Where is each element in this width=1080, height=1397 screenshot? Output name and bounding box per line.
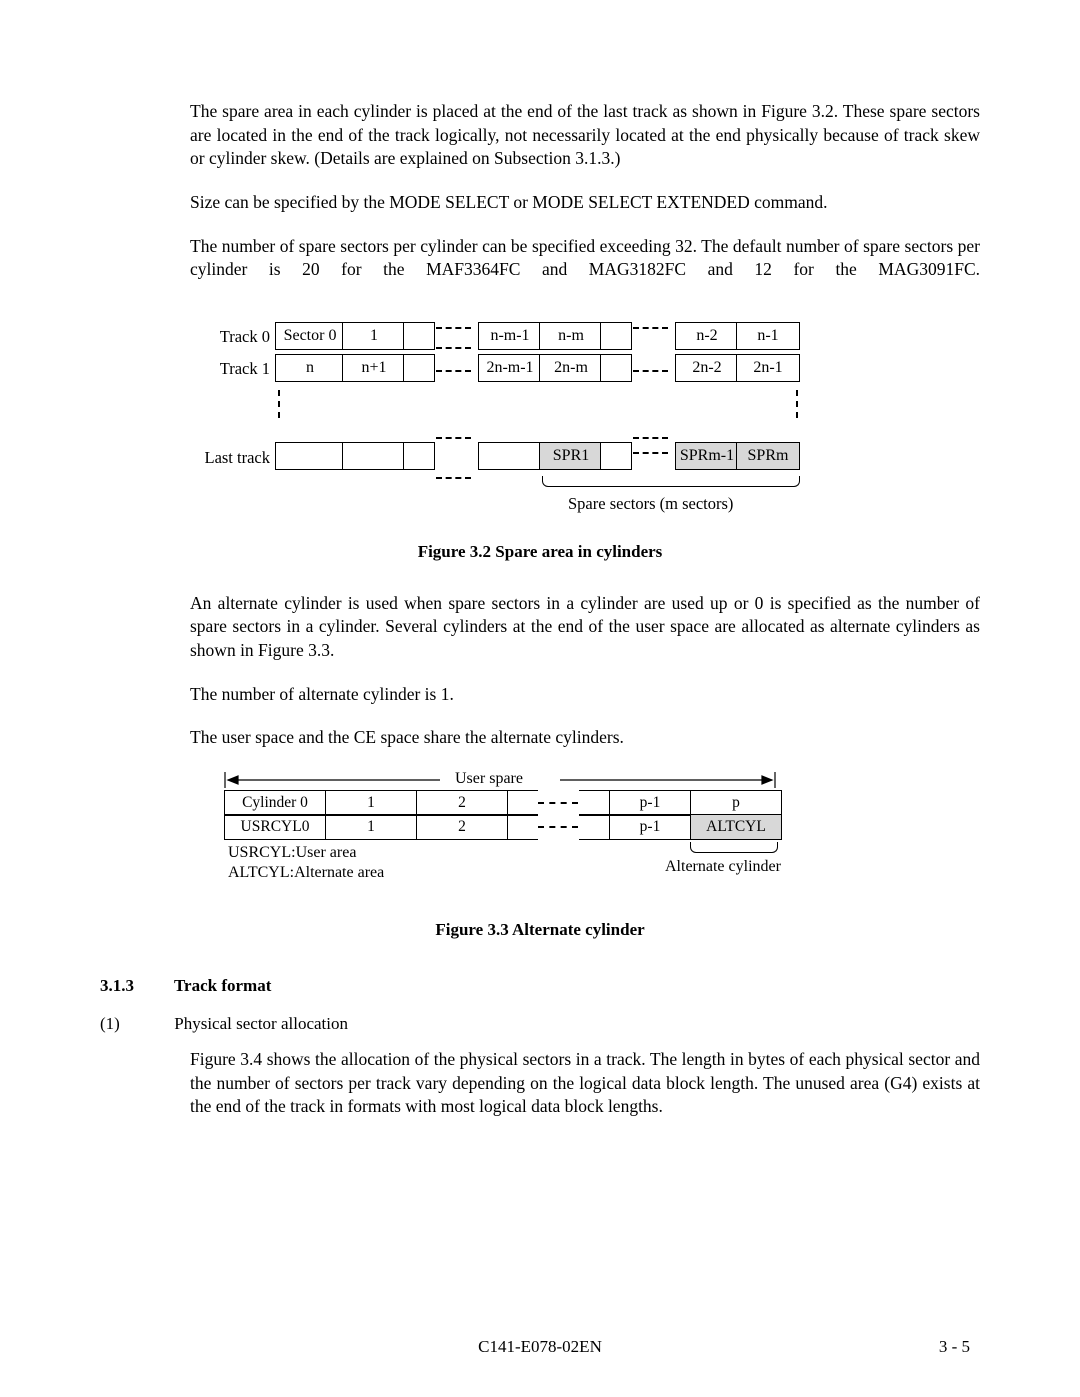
paragraph: The number of alternate cylinder is 1.: [190, 683, 980, 707]
brace-icon: [690, 842, 778, 853]
cell: 2: [416, 790, 508, 816]
user-spare-label: User spare: [455, 770, 523, 788]
figure-3-2-caption: Figure 3.2 Spare area in cylinders: [100, 542, 980, 562]
legend-usrcyl: USRCYL:User area: [228, 844, 356, 862]
footer-page-number: 3 - 5: [939, 1337, 970, 1357]
alt-cyl-brace-label: Alternate cylinder: [665, 858, 781, 876]
figure-3-3: User spare Cylinder 0 1 2 p-1 p USRCYL0 …: [220, 770, 980, 900]
cell-spr1: SPR1: [539, 442, 603, 470]
cell-empty: [579, 790, 610, 816]
item-number: (1): [100, 1014, 170, 1034]
body-text-block: The spare area in each cylinder is place…: [190, 100, 980, 282]
cell-empty: [403, 322, 435, 350]
paragraph: The user space and the CE space share th…: [190, 726, 980, 750]
cell-empty: [507, 814, 538, 840]
brace-icon: [542, 476, 800, 487]
cell: n: [275, 354, 345, 382]
track-label-0: Track 0: [190, 327, 270, 347]
legend-altcyl: ALTCYL:Alternate area: [228, 864, 384, 882]
cell: 2: [416, 814, 508, 840]
track-label-last: Last track: [190, 448, 270, 468]
section-heading: 3.1.3 Track format: [100, 976, 980, 996]
section-title: Track format: [174, 976, 271, 995]
paragraph: Size can be specified by the MODE SELECT…: [190, 191, 980, 215]
cell: n-m-1: [478, 322, 542, 350]
cell-empty: [403, 354, 435, 382]
cell: p: [690, 790, 782, 816]
cell: 2n-m-1: [478, 354, 542, 382]
fig33-row1: Cylinder 0 1 2: [225, 790, 538, 816]
cell: Cylinder 0: [224, 790, 326, 816]
cell: n-1: [736, 322, 800, 350]
cell-empty: [403, 442, 435, 470]
paragraph: The number of spare sectors per cylinder…: [190, 235, 980, 282]
cell: 1: [325, 814, 417, 840]
cell-sprm: SPRm: [736, 442, 800, 470]
cell: p-1: [609, 814, 691, 840]
paragraph: Figure 3.4 shows the allocation of the p…: [190, 1048, 980, 1119]
cell-empty: [600, 442, 632, 470]
cell-empty: [600, 354, 632, 382]
cell-empty: [342, 442, 406, 470]
cell-sprm1: SPRm-1: [675, 442, 739, 470]
cell-empty: [579, 814, 610, 840]
cell-empty: [600, 322, 632, 350]
paragraph: An alternate cylinder is used when spare…: [190, 592, 980, 663]
fig33-row1b: p-1 p: [580, 790, 782, 816]
figure-3-2: Track 0 Track 1 Last track Sector 0 1 n-…: [190, 322, 980, 522]
cell-empty: [507, 790, 538, 816]
fig33-row2b: p-1 ALTCYL: [580, 814, 782, 840]
cell: 2n-1: [736, 354, 800, 382]
paragraph: The spare area in each cylinder is place…: [190, 100, 980, 171]
body-text-block-3: Figure 3.4 shows the allocation of the p…: [190, 1048, 980, 1119]
cell-empty: [275, 442, 345, 470]
page: The spare area in each cylinder is place…: [0, 0, 1080, 1397]
subsection-item: (1) Physical sector allocation: [100, 1014, 980, 1034]
cell: n-m: [539, 322, 603, 350]
cell: 1: [342, 322, 406, 350]
cell: p-1: [609, 790, 691, 816]
cell: 2n-m: [539, 354, 603, 382]
cell-empty: [478, 442, 542, 470]
fig33-row2: USRCYL0 1 2: [225, 814, 538, 840]
cell-altcyl: ALTCYL: [690, 814, 782, 840]
cell: USRCYL0: [224, 814, 326, 840]
cell: n+1: [342, 354, 406, 382]
figure-3-3-caption: Figure 3.3 Alternate cylinder: [100, 920, 980, 940]
cell: 2n-2: [675, 354, 739, 382]
cell: Sector 0: [275, 322, 345, 350]
cell: 1: [325, 790, 417, 816]
brace-label: Spare sectors (m sectors): [568, 494, 733, 514]
footer-center: C141-E078-02EN: [0, 1337, 1080, 1357]
cell: n-2: [675, 322, 739, 350]
track-label-1: Track 1: [190, 359, 270, 379]
body-text-block-2: An alternate cylinder is used when spare…: [190, 592, 980, 750]
item-title: Physical sector allocation: [174, 1014, 348, 1033]
section-number: 3.1.3: [100, 976, 170, 996]
